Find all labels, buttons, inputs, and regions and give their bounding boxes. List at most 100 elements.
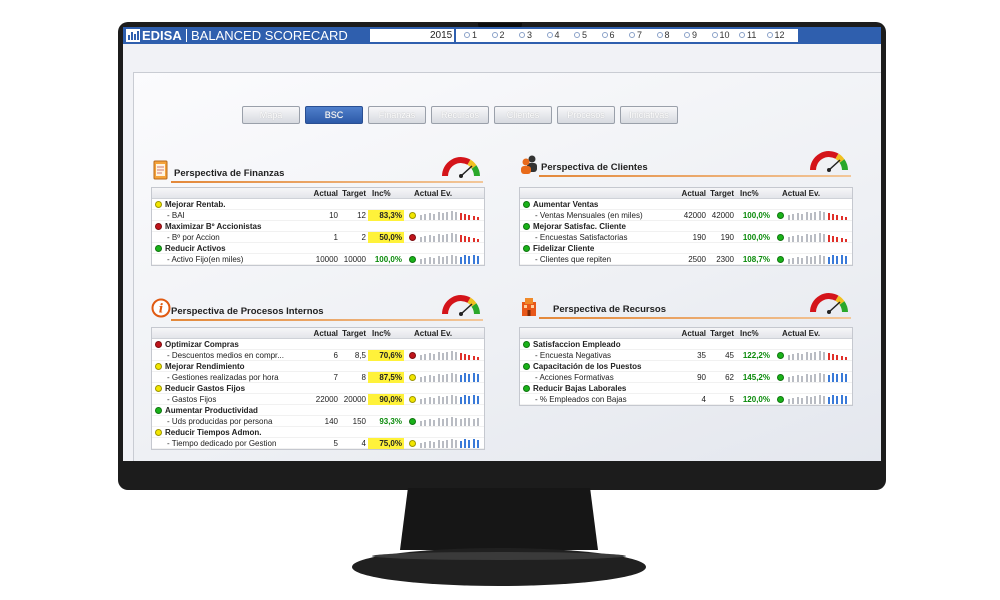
header-inc[interactable]: Inc% [372,329,391,338]
indicator-actual: 2500 [688,255,706,264]
indicator-row[interactable]: - % Empleados con Bajas 4 5 120,0% [520,394,852,405]
header-target[interactable]: Target [710,189,734,198]
header-actual[interactable]: Actual [681,329,706,338]
month-option-6[interactable]: 6 [601,29,615,42]
indicator-row[interactable]: - Acciones Formativas 90 62 145,2% [520,372,852,383]
objective-row[interactable]: Fidelizar Cliente [520,243,852,254]
objective-row[interactable]: Maximizar Bº Accionistas [152,221,484,232]
header-inc[interactable]: Inc% [372,189,391,198]
objective-row[interactable]: Mejorar Satisfac. Cliente [520,221,852,232]
month-option-12[interactable]: 12 [766,29,785,42]
header-actual[interactable]: Actual [313,329,338,338]
objective-name: Fidelizar Cliente [533,244,595,253]
spark-bar [455,418,458,426]
objective-row[interactable]: Reducir Activos [152,243,484,254]
header-actual[interactable]: Actual [681,189,706,198]
spark-bar [464,354,466,360]
spark-bar [428,353,431,360]
month-option-10[interactable]: 10 [711,29,730,42]
header-inc[interactable]: Inc% [740,329,759,338]
spark-bar [433,354,436,360]
sparkline [788,351,850,360]
objective-row[interactable]: Reducir Gastos Fijos [152,383,484,394]
month-option-9[interactable]: 9 [684,29,697,42]
month-option-3[interactable]: 3 [519,29,532,42]
month-label: 9 [692,30,698,40]
tab-clientes[interactable]: Clientes [494,106,552,124]
month-option-1[interactable]: 1 [464,29,477,42]
indicator-row[interactable]: - Uds producidas por persona 140 150 93,3% [152,416,484,427]
tab-bsc[interactable]: BSC [305,106,363,124]
month-option-8[interactable]: 8 [656,29,670,42]
indicator-name: - Bº por Accion [167,233,220,242]
header-target[interactable]: Target [342,189,366,198]
month-selector: 1 2 3 4 5 6 7 8 9 10 11 12 [456,29,798,42]
objective-row[interactable]: Capacitación de los Puestos [520,361,852,372]
objective-row[interactable]: Satisfaccion Empleado [520,339,852,350]
indicator-row[interactable]: - Encuestas Satisfactorias 190 190 100,0% [520,232,852,243]
status-dot-icon [409,440,416,447]
indicator-row[interactable]: - Bº por Accion 1 2 50,0% [152,232,484,243]
indicator-row[interactable]: - Gestiones realizadas por hora 7 8 87,5% [152,372,484,383]
month-option-2[interactable]: 2 [491,29,505,42]
spark-bar [428,257,431,264]
tab-finanzas[interactable]: Finanzas [368,106,426,124]
indicator-target: 5 [729,395,734,404]
objective-row[interactable]: Reducir Bajas Laborales [520,383,852,394]
indicator-row[interactable]: - BAI 10 12 83,3% [152,210,484,221]
indicator-row[interactable]: - Descuentos medios en compr... 6 8,5 70,6% [152,350,484,361]
year-selector[interactable]: 2015 [370,29,454,42]
month-option-11[interactable]: 11 [739,29,756,42]
header-actual-ev[interactable]: Actual Ev. [782,189,821,198]
objective-row[interactable]: Optimizar Compras [152,339,484,350]
spark-bar [845,357,848,360]
month-option-4[interactable]: 4 [546,29,560,42]
objective-row[interactable]: Aumentar Productividad [152,405,484,416]
spark-bar [442,257,444,264]
objective-row[interactable]: Aumentar Ventas [520,199,852,210]
indicator-row[interactable]: - Gastos Fijos 22000 20000 90,0% [152,394,484,405]
spark-bar [836,215,839,220]
tab-recursos[interactable]: Recursos [431,106,489,124]
header-actual-ev[interactable]: Actual Ev. [414,329,453,338]
tab-mapa[interactable]: Mapa [242,106,300,124]
tab-iniciativas[interactable]: Iniciativas [620,106,678,124]
spark-bar [464,395,466,404]
spark-bar [428,235,431,242]
indicator-row[interactable]: - Encuesta Negativas 35 45 122,2% [520,350,852,361]
sparkline [420,233,482,242]
objective-row[interactable]: Reducir Tiempos Admon. [152,427,484,438]
spark-bar [796,397,799,404]
objective-name: Aumentar Ventas [533,200,599,209]
header-target[interactable]: Target [710,329,734,338]
status-dot-icon [409,352,416,359]
month-label: 6 [609,30,615,40]
spark-bar [442,419,444,426]
header-inc[interactable]: Inc% [740,189,759,198]
spark-bar [836,256,839,264]
month-option-5[interactable]: 5 [574,29,587,42]
indicator-row[interactable]: - Ventas Mensuales (en miles) 42000 42000 1… [520,210,852,221]
spark-bar [450,373,453,382]
objective-row[interactable]: Mejorar Rendimiento [152,361,484,372]
spark-bar [455,396,458,404]
header-actual-ev[interactable]: Actual Ev. [782,329,821,338]
header-target[interactable]: Target [342,329,366,338]
indicator-row[interactable]: - Tiempo dedicado por Gestion 5 4 75,0% [152,438,484,449]
panel-title: Perspectiva de Finanzas [174,168,285,179]
objective-row[interactable]: Mejorar Rentab. [152,199,484,210]
indicator-name: - Ventas Mensuales (en miles) [535,211,643,220]
month-option-7[interactable]: 7 [629,29,642,42]
indicator-row[interactable]: - Clientes que repiten 2500 2300 108,7% [520,254,852,265]
indicator-actual: 10 [329,211,338,220]
gauge-icon [441,156,481,178]
spark-bar [832,214,834,220]
indicator-row[interactable]: - Activo Fijo(en miles) 10000 10000 100,0% [152,254,484,265]
spark-bar [442,441,444,448]
spark-bar [468,215,471,220]
header-actual[interactable]: Actual [313,189,338,198]
status-dot-icon [777,396,784,403]
tab-procesos[interactable]: Procesos [557,106,615,124]
radio-icon [574,32,580,38]
header-actual-ev[interactable]: Actual Ev. [414,189,453,198]
